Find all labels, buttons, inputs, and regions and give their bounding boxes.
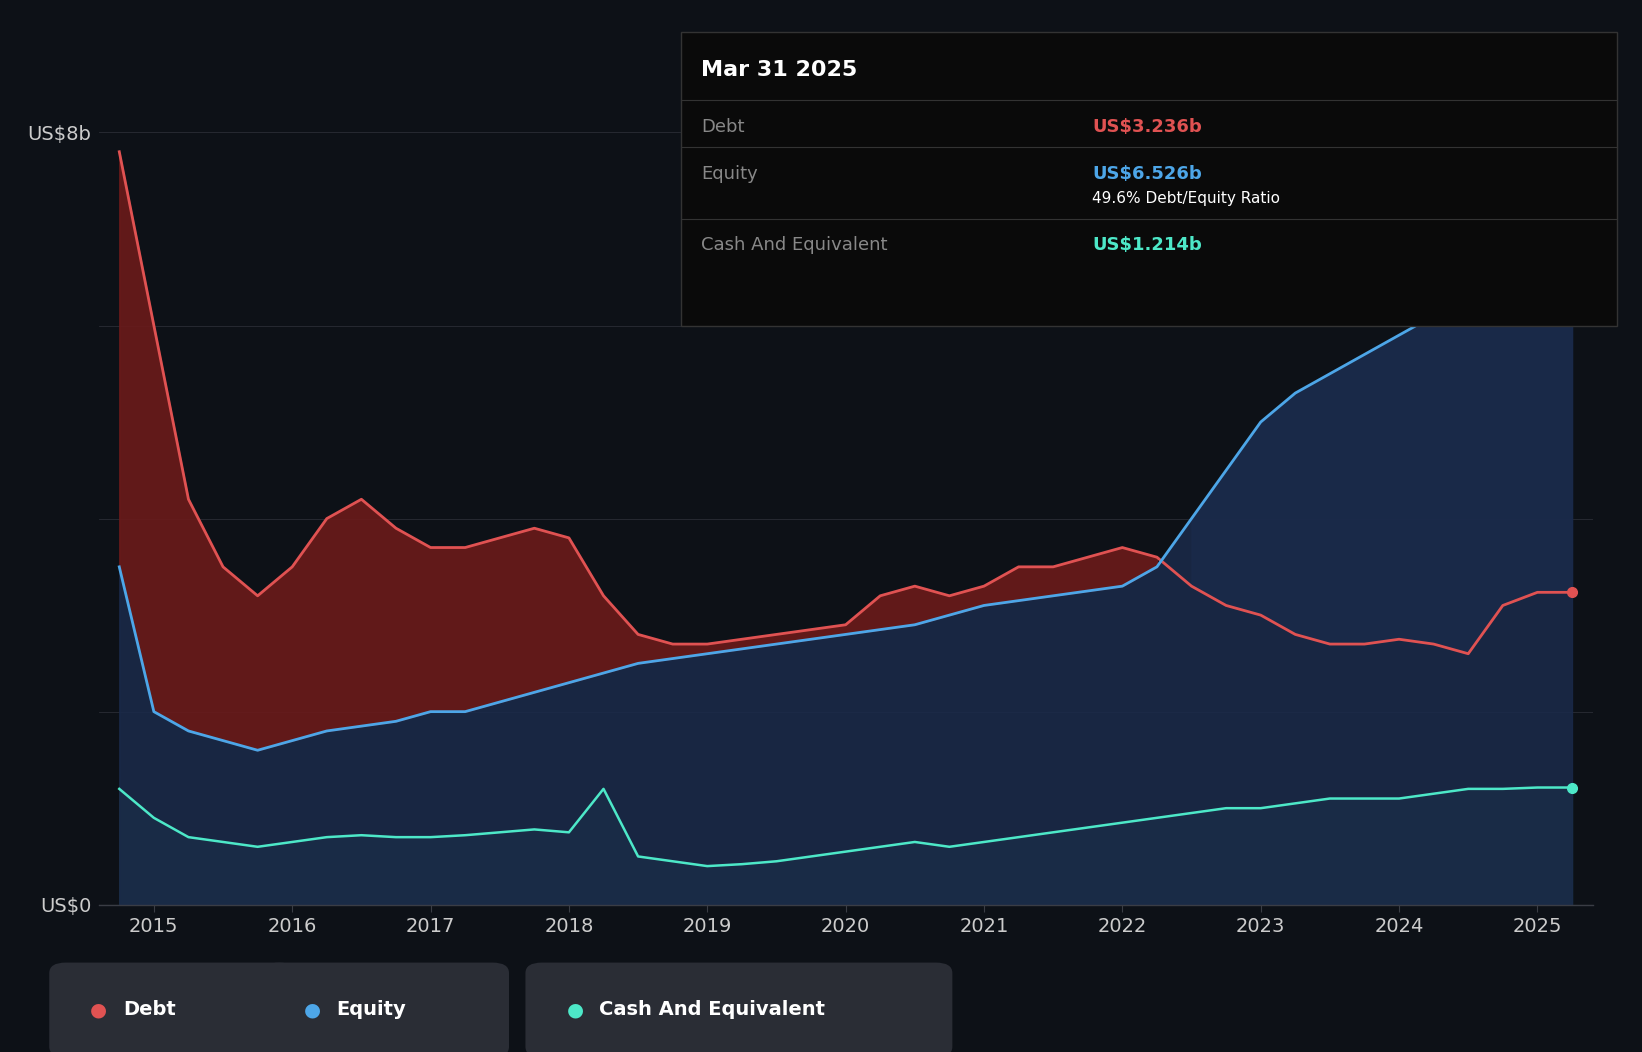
Text: US$3.236b: US$3.236b	[1092, 118, 1202, 136]
Text: Debt: Debt	[123, 1000, 176, 1019]
Text: US$6.526b: US$6.526b	[1092, 165, 1202, 183]
Text: ●: ●	[304, 1000, 320, 1019]
Text: Equity: Equity	[701, 165, 759, 183]
Text: US$1.214b: US$1.214b	[1092, 237, 1202, 255]
Text: 49.6% Debt/Equity Ratio: 49.6% Debt/Equity Ratio	[1092, 191, 1279, 206]
Text: Cash And Equivalent: Cash And Equivalent	[599, 1000, 826, 1019]
Text: ●: ●	[566, 1000, 583, 1019]
Text: Cash And Equivalent: Cash And Equivalent	[701, 237, 888, 255]
Text: ●: ●	[90, 1000, 107, 1019]
Text: Equity: Equity	[337, 1000, 406, 1019]
Text: Mar 31 2025: Mar 31 2025	[701, 60, 857, 80]
Text: Debt: Debt	[701, 118, 744, 136]
